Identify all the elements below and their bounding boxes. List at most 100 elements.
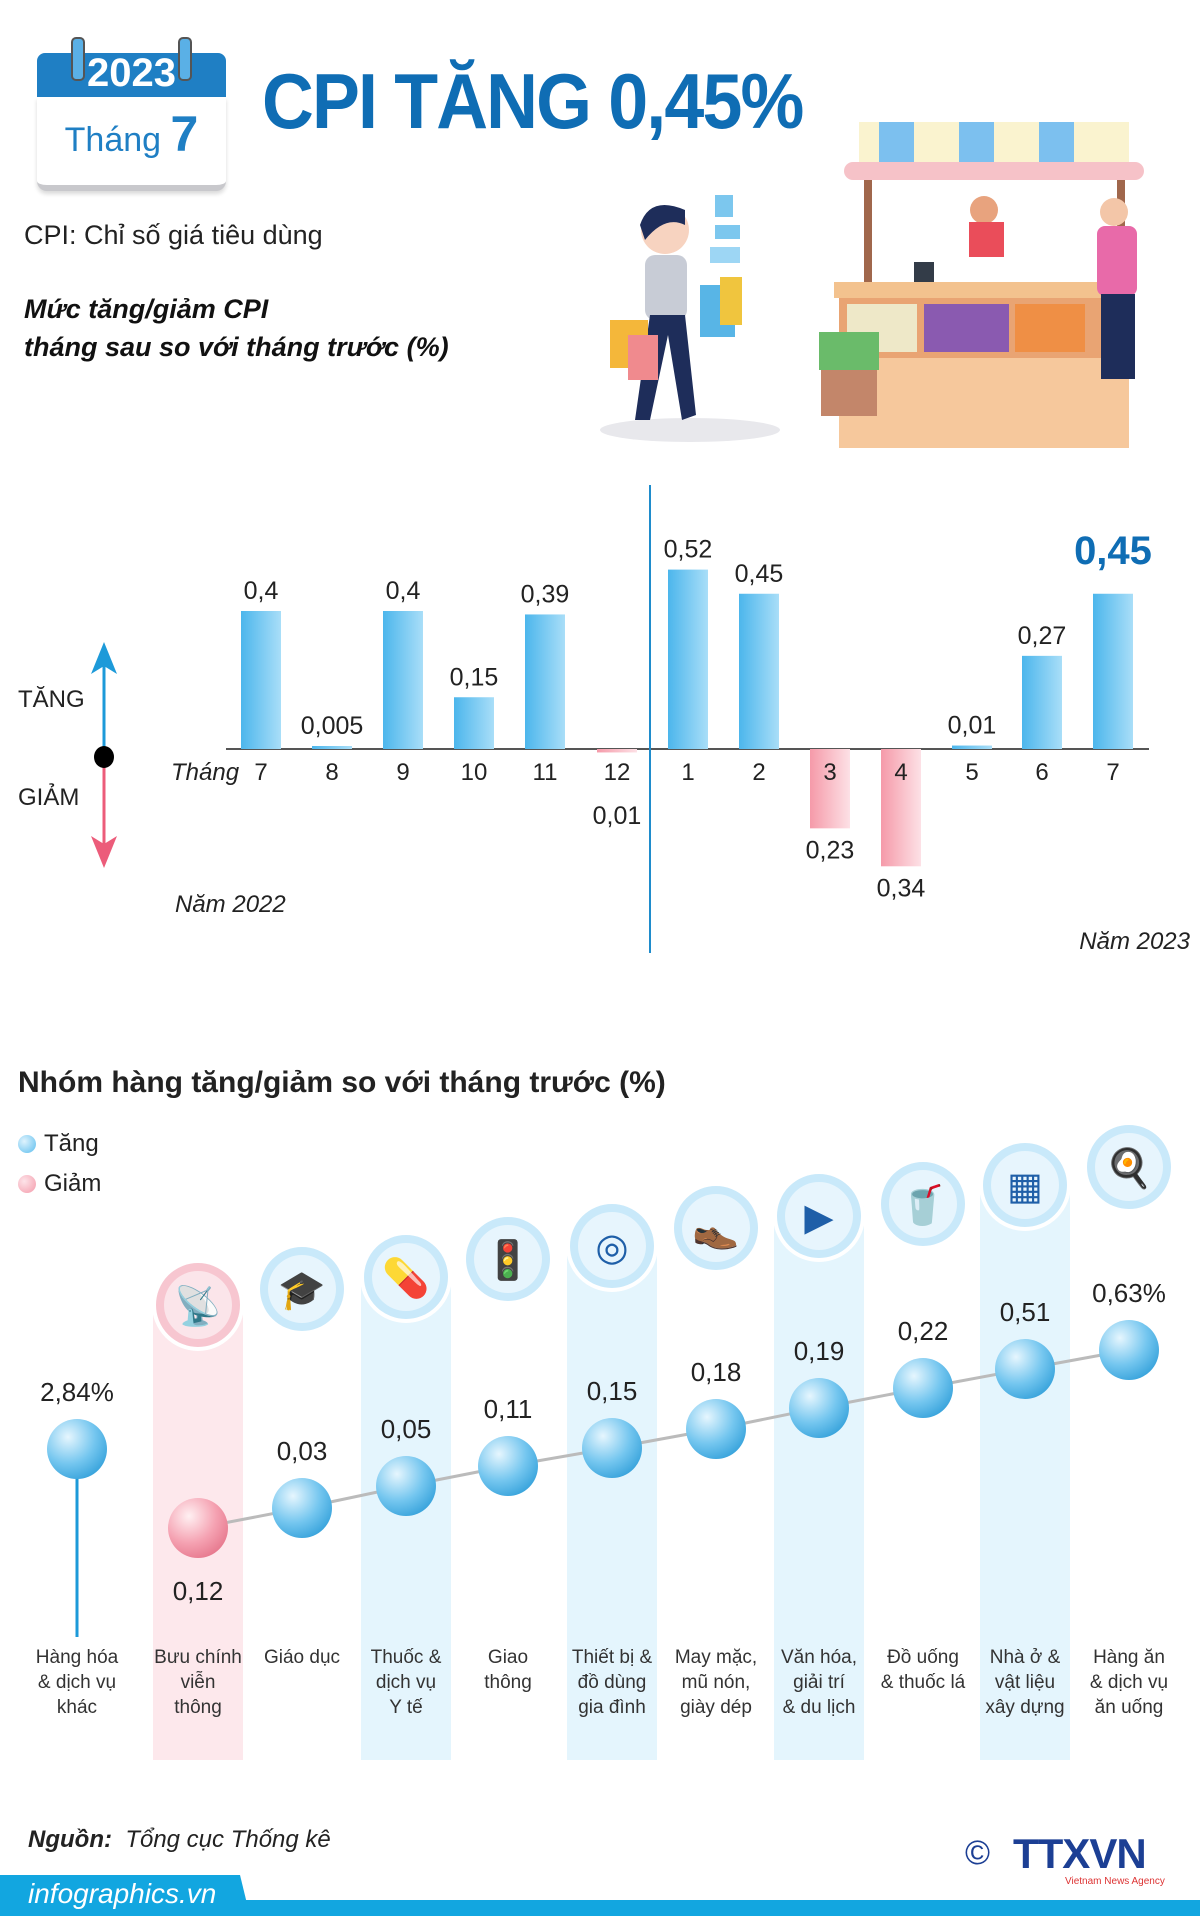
bar-value-label: 0,01 xyxy=(593,802,642,830)
svg-text:▶: ▶ xyxy=(804,1197,834,1239)
copyright-icon: © xyxy=(965,1834,991,1872)
value-dot xyxy=(47,1419,107,1479)
bar-month-8 xyxy=(312,746,352,749)
bar-value-label: 0,34 xyxy=(877,874,926,902)
group-value-label: 0,05 xyxy=(381,1414,432,1444)
source-text: Tổng cục Thống kê xyxy=(125,1826,331,1853)
month-tick-label: 7 xyxy=(254,759,267,786)
group-value-label: 0,15 xyxy=(587,1376,638,1406)
month-tick-label: 4 xyxy=(894,759,907,786)
category-label-line: Bưu chính xyxy=(154,1647,242,1668)
logo-text: TTXVN xyxy=(1013,1830,1147,1877)
category-label: May mặc, mũ nón, giày dép xyxy=(661,1645,771,1720)
svg-text:◎: ◎ xyxy=(595,1227,628,1269)
page-title: CPI TĂNG 0,45% xyxy=(262,57,804,145)
value-dot xyxy=(893,1358,953,1418)
month-tick-label: 8 xyxy=(325,759,338,786)
legend-item-decrease: Giảm xyxy=(18,1170,101,1198)
value-dot xyxy=(168,1498,228,1558)
cpi-definition: CPI: Chỉ số giá tiêu dùng xyxy=(24,220,323,250)
market-stall-illustration xyxy=(819,122,1144,448)
column-highlight xyxy=(567,1236,657,1760)
legend-dot-decrease xyxy=(18,1175,36,1193)
svg-text:▦: ▦ xyxy=(1007,1166,1043,1208)
category-label-line: Giáo dục xyxy=(263,1647,341,1668)
footer-bar xyxy=(0,1900,1200,1916)
value-dot xyxy=(376,1456,436,1516)
arrow-down-icon xyxy=(91,836,117,868)
month-tick-label: 5 xyxy=(965,759,978,786)
bar-month-12 xyxy=(597,749,637,753)
category-label-line: gia đình xyxy=(578,1697,646,1718)
category-label-line: Hàng ăn xyxy=(1093,1647,1165,1668)
arrow-up-icon xyxy=(91,642,117,674)
category-label-line: giải trí xyxy=(793,1672,845,1693)
category-label-line: thông xyxy=(484,1672,532,1693)
calendar-body xyxy=(37,97,226,191)
category-label-line: Giao xyxy=(487,1647,529,1668)
category-label: Thuốc & dịch vụ Y tế xyxy=(351,1645,461,1720)
graduation-cap-icon: 🎓 xyxy=(256,1243,348,1335)
bar-month-6 xyxy=(1022,655,1062,749)
calendar-badge: 2023 Tháng 7 xyxy=(37,37,226,191)
clapperboard-icon: ▶ xyxy=(773,1170,865,1262)
category-label: Giáo dục xyxy=(247,1645,357,1670)
bar-month-1 xyxy=(668,569,708,749)
category-label: Giao thông xyxy=(453,1645,563,1695)
calendar-ring xyxy=(178,37,192,81)
bar-value-label: 0,01 xyxy=(948,712,997,740)
bar-month-7 xyxy=(241,611,281,749)
svg-text:🍳: 🍳 xyxy=(1105,1146,1152,1191)
category-label-line: & du lịch xyxy=(782,1697,856,1718)
category-label-line: viễn xyxy=(180,1672,216,1693)
year-2022-label: Năm 2022 xyxy=(175,891,286,918)
group-value-label: 0,11 xyxy=(484,1394,533,1424)
bar-month-3 xyxy=(810,749,850,829)
category-label-line: & dịch vụ xyxy=(1089,1672,1169,1693)
category-label: Hàng hóa & dịch vụ khác xyxy=(22,1645,132,1720)
direction-arrow xyxy=(91,642,117,868)
category-label-line: Đồ uống xyxy=(887,1647,959,1668)
category-label-line: giày dép xyxy=(680,1697,752,1718)
chart-subtitle-line1: Mức tăng/giảm CPI xyxy=(24,294,269,324)
month-tick-label: 2 xyxy=(752,759,765,786)
group-value-label: 0,19 xyxy=(794,1336,845,1366)
category-label: Nhà ở & vật liệu xây dựng xyxy=(970,1645,1080,1720)
value-dot xyxy=(686,1399,746,1459)
bar-value-label: 0,39 xyxy=(521,580,570,608)
ttxvn-logo: © TTXVN Vietnam News Agency xyxy=(965,1830,1175,1890)
bar-value-label: 0,4 xyxy=(386,577,421,605)
category-label-line: Hàng hóa xyxy=(35,1647,119,1668)
legend-item-increase: Tăng xyxy=(18,1130,99,1158)
group-chart-title: Nhóm hàng tăng/giảm so với tháng trước (… xyxy=(18,1066,666,1099)
calendar-year: 2023 xyxy=(87,51,176,95)
group-value-label: 0,03 xyxy=(277,1436,328,1466)
category-label-line: dịch vụ xyxy=(375,1672,437,1693)
group-value-label: 0,12 xyxy=(173,1576,224,1606)
month-tick-label: 6 xyxy=(1035,759,1048,786)
site-tab xyxy=(0,1875,250,1916)
month-tick-label: 11 xyxy=(533,759,558,786)
legend-dot-increase xyxy=(18,1135,36,1153)
month-tick-label: 10 xyxy=(461,759,488,786)
calendar-ring xyxy=(71,37,85,81)
chart-subtitle-line2: tháng sau so với tháng trước (%) xyxy=(24,332,449,362)
bar-month-10 xyxy=(454,697,494,749)
month-axis-label: Tháng xyxy=(171,759,240,786)
decrease-axis-label: GIẢM xyxy=(18,782,79,811)
drink-cigarette-icon: 🥤 xyxy=(877,1158,969,1250)
source-line: Nguồn: Tổng cục Thống kê xyxy=(28,1826,331,1854)
category-label: Thiết bị & đồ dùng gia đình xyxy=(557,1645,667,1720)
column-highlight xyxy=(774,1206,864,1760)
value-dot xyxy=(995,1339,1055,1399)
value-dot xyxy=(582,1418,642,1478)
svg-text:💊: 💊 xyxy=(382,1255,429,1301)
bricks-icon: ▦ xyxy=(979,1139,1071,1231)
site-link[interactable]: infographics.vn xyxy=(28,1878,217,1909)
bar-value-label: 0,45 xyxy=(1074,529,1152,573)
trend-line xyxy=(197,1348,1130,1530)
category-label-line: May mặc, xyxy=(674,1647,758,1668)
bar-month-9 xyxy=(383,611,423,749)
calendar-header xyxy=(37,53,226,97)
bar-value-label: 0,45 xyxy=(735,560,784,588)
